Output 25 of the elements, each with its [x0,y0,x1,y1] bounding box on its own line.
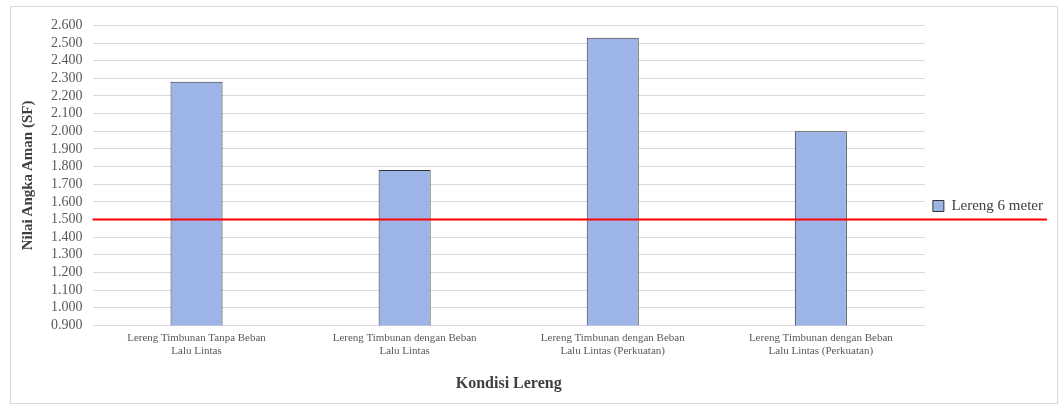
y-tick-label: 2.500 [51,34,83,50]
y-tick-label: 2.600 [51,17,83,33]
y-tick-label: 1.800 [51,158,83,174]
y-tick-label: 1.000 [51,299,83,315]
y-tick-label: 2.100 [51,105,83,121]
y-tick-label: 1.600 [51,193,83,209]
y-tick-label: 2.400 [51,52,83,68]
y-tick-label: 2.300 [51,70,83,86]
x-axis-title: Kondisi Lereng [455,373,562,392]
y-axis-title: Nilai Angka Aman (SF) [18,100,36,251]
y-tick-label: 1.500 [51,211,83,227]
y-tick-label: 2.200 [51,87,83,103]
y-tick-label: 2.000 [51,122,83,138]
x-tick-label: Lereng Timbunan dengan Beban Lalu Lintas [332,330,478,357]
y-tick-label: 1.400 [51,228,83,244]
y-tick-label: 1.100 [51,281,83,297]
y-tick-label: 0.900 [51,317,83,333]
y-tick-label: 1.200 [51,264,83,280]
y-tick-label: 1.900 [51,140,83,156]
y-tick-label: 1.300 [51,246,83,262]
legend-label: Lereng 6 meter [951,196,1044,213]
x-tick-label: Lereng Timbunan dengan Beban Lalu Lintas (Perkuatan) [748,330,894,358]
y-tick-label: 1.700 [51,175,83,191]
x-tick-label: Lereng Timbunan Tanpa Beban Lalu Lintas [127,330,267,357]
x-tick-label: Lereng Timbunan dengan Beban Lalu Lintas (Perkuatan) [540,330,686,358]
